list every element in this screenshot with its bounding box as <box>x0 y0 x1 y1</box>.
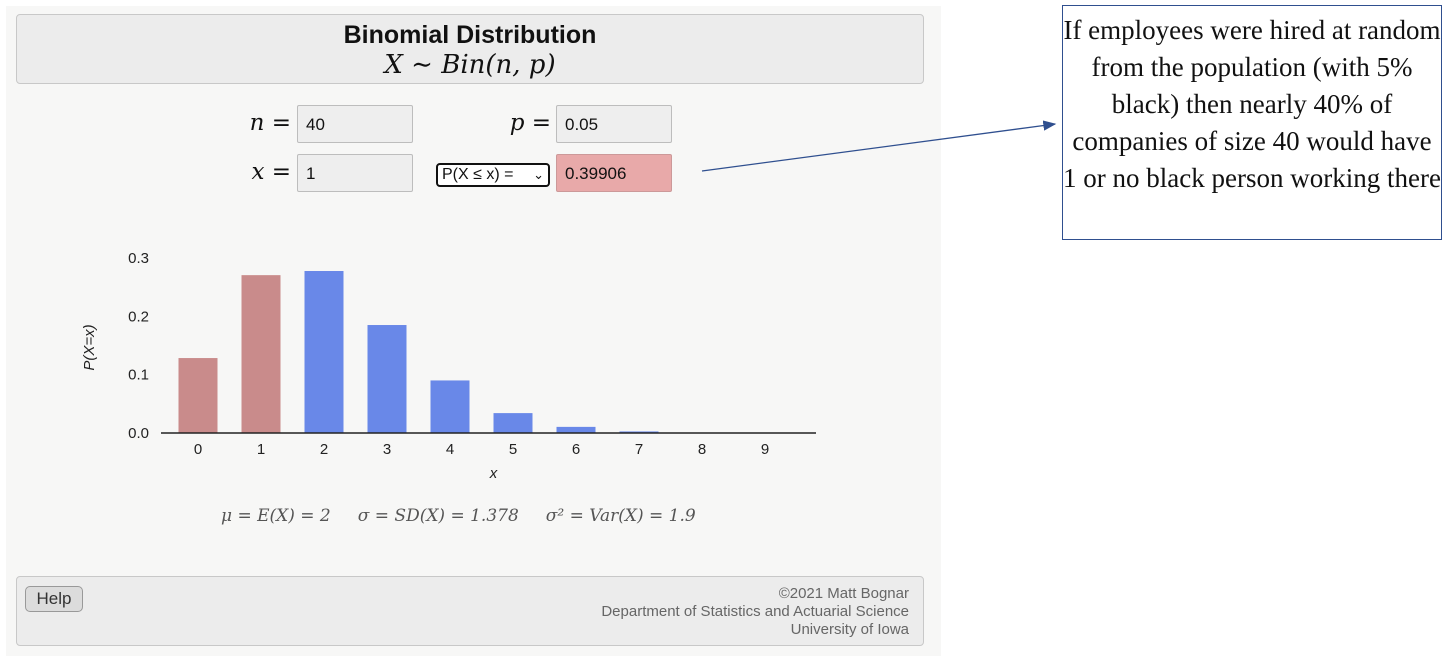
x-tick-label: 9 <box>761 441 769 458</box>
p-label: p = <box>509 110 551 136</box>
bar <box>430 380 470 433</box>
n-input[interactable]: 40 <box>297 105 413 143</box>
help-button[interactable]: Help <box>25 586 83 612</box>
probability-type-select[interactable]: P(X ≤ x) = ⌄ <box>436 163 550 187</box>
x-input[interactable]: 1 <box>297 154 413 192</box>
department-text: Department of Statistics and Actuarial S… <box>601 603 909 620</box>
y-tick-label: 0.3 <box>128 250 149 267</box>
y-tick-label: 0.2 <box>128 308 149 325</box>
binomial-applet: Binomial Distribution X ∼ Bin(n, p) n = … <box>6 6 941 656</box>
x-tick-label: 0 <box>194 441 202 458</box>
summary-statistics: μ = E(X) = 2 σ = SD(X) = 1.378 σ² = Var(… <box>221 506 696 526</box>
distribution-notation: X ∼ Bin(n, p) <box>384 50 556 80</box>
university-text: University of Iowa <box>790 621 909 638</box>
x-tick-label: 3 <box>383 441 391 458</box>
p-input[interactable]: 0.05 <box>556 105 672 143</box>
page-title: Binomial Distribution <box>343 21 597 49</box>
bar <box>304 271 344 433</box>
bar <box>178 358 218 433</box>
probability-result-field[interactable]: 0.39906 <box>556 154 672 192</box>
bar <box>493 413 533 433</box>
bar <box>241 275 281 433</box>
x-tick-label: 2 <box>320 441 328 458</box>
pmf-bar-chart: 0.0 0.1 0.2 0.3 0 1 2 3 4 5 6 7 8 9 x P(X=x) <box>81 250 816 482</box>
title-panel: Binomial Distribution X ∼ Bin(n, p) <box>16 14 924 84</box>
copyright-text: ©2021 Matt Bognar <box>778 585 909 602</box>
x-tick-label: 6 <box>572 441 580 458</box>
probability-type-label: P(X ≤ x) = <box>442 166 514 183</box>
x-label: x = <box>251 159 291 185</box>
x-tick-label: 7 <box>635 441 643 458</box>
x-tick-label: 4 <box>446 441 454 458</box>
credits: ©2021 Matt Bognar Department of Statisti… <box>601 585 909 639</box>
x-tick-label: 1 <box>257 441 265 458</box>
chevron-down-icon: ⌄ <box>533 167 544 182</box>
bar <box>367 325 407 433</box>
x-tick-label: 5 <box>509 441 517 458</box>
bar <box>619 431 659 433</box>
y-axis-label: P(X=x) <box>81 324 98 370</box>
x-axis-label: x <box>489 465 498 482</box>
footer-panel: Help ©2021 Matt Bognar Department of Sta… <box>16 576 924 646</box>
y-tick-label: 0.1 <box>128 367 149 384</box>
bar <box>556 426 596 433</box>
annotation-callout: If employees were hired at random from t… <box>1062 5 1442 240</box>
x-tick-label: 8 <box>698 441 706 458</box>
n-label: n = <box>249 110 291 136</box>
y-tick-label: 0.0 <box>128 425 149 442</box>
